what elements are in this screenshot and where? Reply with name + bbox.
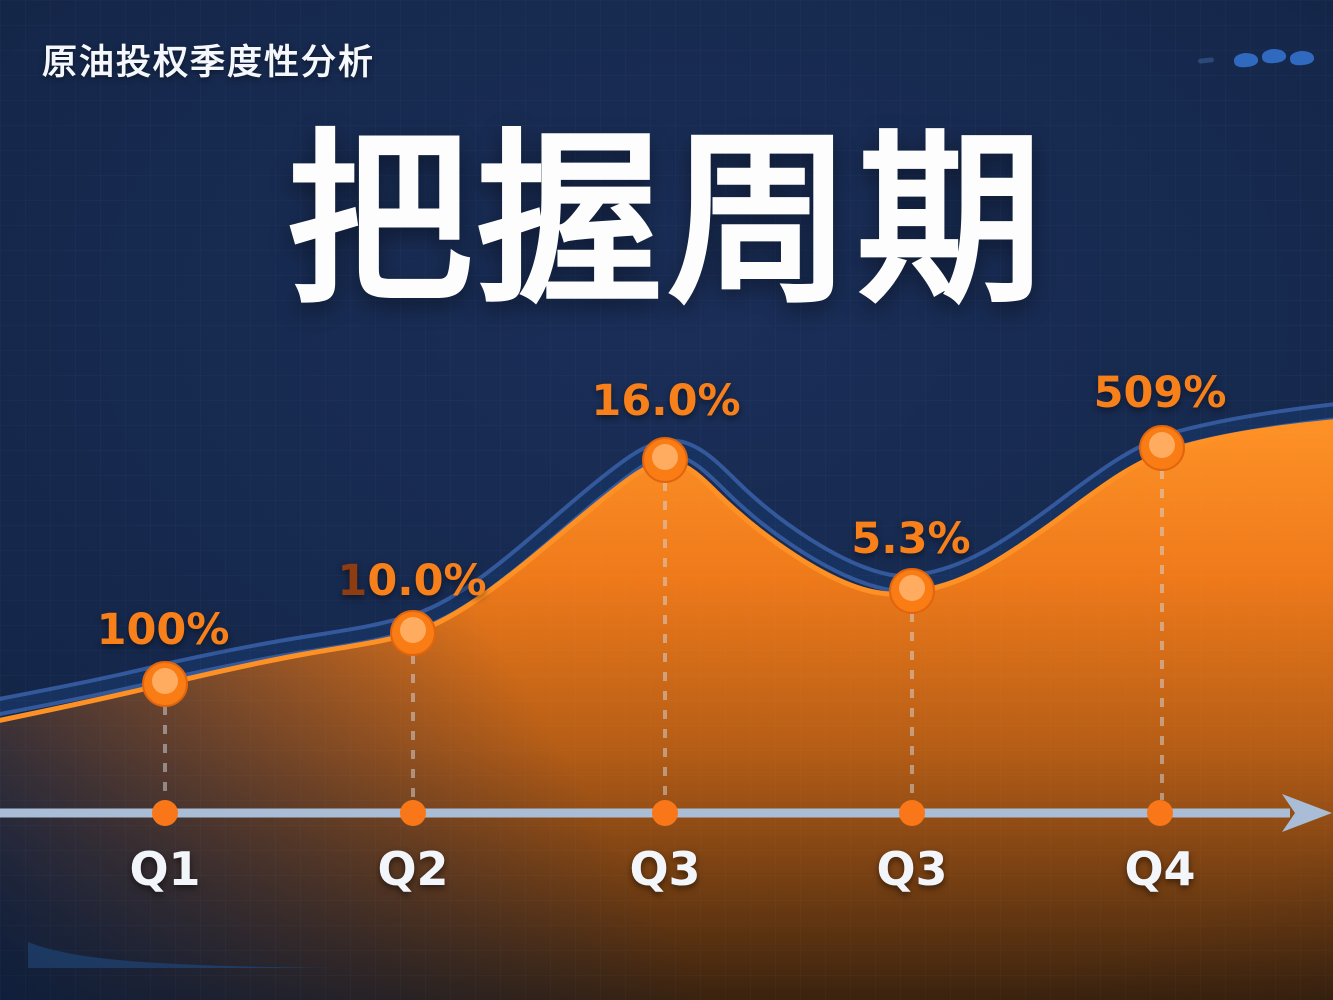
data-point-marker [1139, 425, 1185, 471]
droplines [163, 470, 1164, 800]
x-axis-label: Q4 [1124, 842, 1196, 896]
x-axis-label: Q3 [876, 842, 948, 896]
data-point-marker [642, 437, 688, 483]
x-axis [0, 794, 1332, 832]
axis-arrow-icon [1282, 794, 1332, 832]
point-value-label: 16.0% [591, 376, 741, 426]
x-axis-label: Q2 [377, 842, 449, 896]
hero-heading: 把握周期 [286, 112, 1047, 329]
point-value-label: 100% [96, 605, 230, 655]
point-value-label: 5.3% [851, 514, 971, 564]
x-axis-label: Q3 [629, 842, 701, 896]
data-point-marker [142, 661, 188, 707]
point-value-label: 509% [1093, 368, 1227, 418]
data-points [142, 425, 1185, 707]
x-axis-label: Q1 [129, 842, 201, 896]
corner-swoosh-icon [28, 942, 340, 968]
axis-dots [152, 800, 1173, 826]
page-title: 原油投权季度性分析 [42, 43, 376, 83]
data-point-marker [390, 610, 436, 656]
data-point-marker [889, 568, 935, 614]
point-value-label: 10.0% [337, 556, 487, 606]
